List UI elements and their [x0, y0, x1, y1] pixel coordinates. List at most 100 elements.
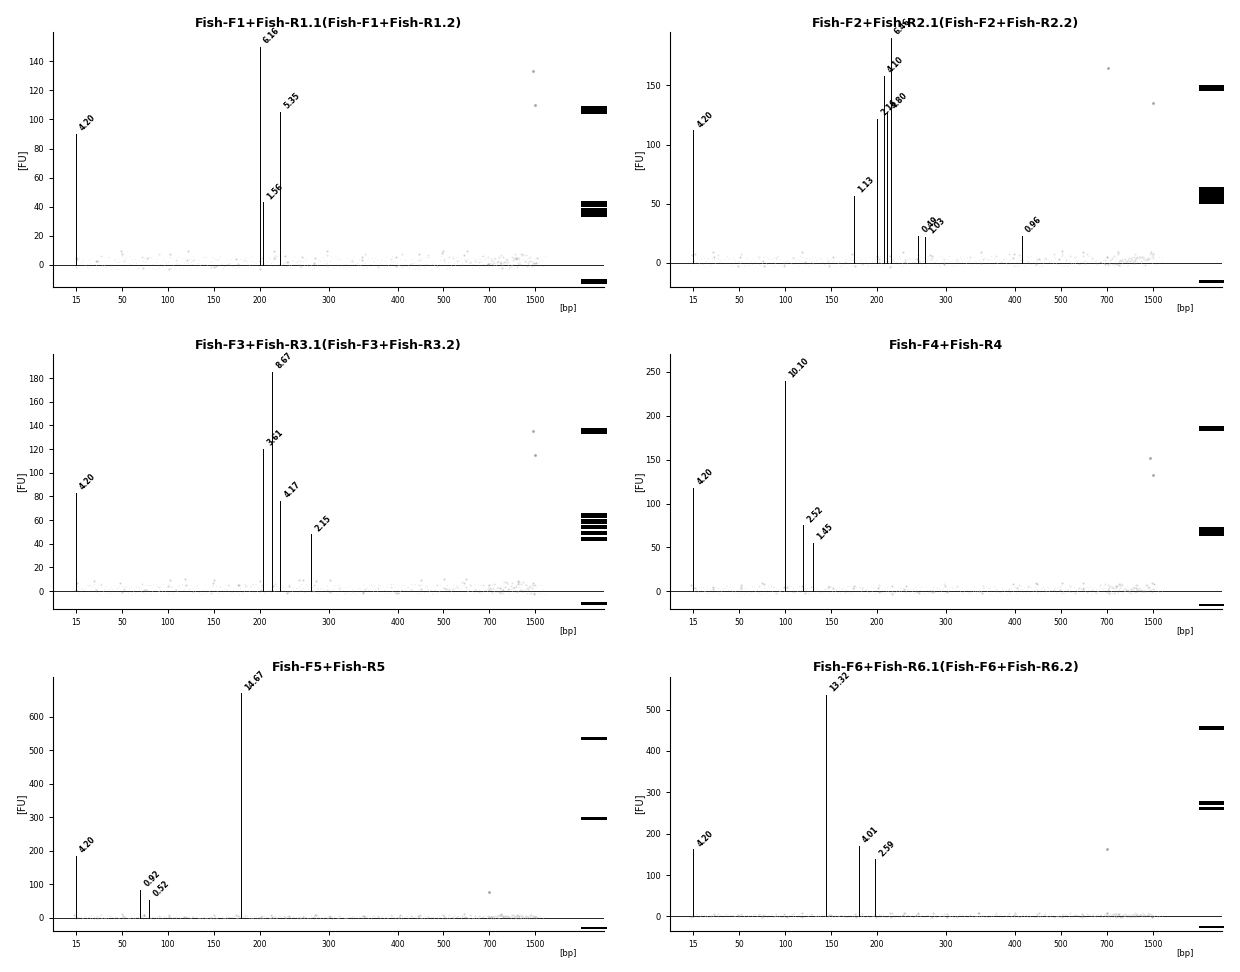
Point	[502, 258, 522, 273]
Point	[258, 909, 278, 924]
Point	[971, 909, 991, 924]
Point	[688, 583, 708, 599]
Point	[826, 259, 846, 274]
Point	[265, 577, 285, 593]
Point	[520, 586, 539, 602]
Point	[314, 909, 334, 924]
Point	[717, 907, 737, 922]
Point	[430, 577, 450, 593]
Point	[191, 910, 211, 925]
Point	[317, 578, 337, 594]
Point	[897, 907, 916, 922]
Point	[394, 259, 414, 274]
Point	[970, 584, 990, 600]
Point	[697, 909, 717, 924]
Point	[107, 254, 126, 269]
Point	[154, 910, 174, 925]
Point	[494, 580, 513, 596]
Point	[730, 581, 750, 597]
Point	[816, 910, 836, 925]
Point	[383, 910, 403, 925]
Point	[394, 582, 414, 598]
Point	[286, 580, 306, 596]
Point	[425, 581, 445, 597]
Point	[74, 582, 94, 598]
Point	[399, 260, 419, 276]
Point	[402, 908, 422, 923]
Point	[489, 910, 508, 925]
Point	[777, 909, 797, 924]
Point	[397, 579, 417, 595]
Point	[486, 909, 506, 924]
Point	[920, 910, 940, 925]
Point	[735, 580, 755, 596]
Point	[267, 579, 286, 595]
Point	[505, 578, 525, 594]
Point	[512, 910, 532, 925]
Point	[187, 910, 207, 925]
Point	[930, 586, 950, 602]
Point	[305, 585, 325, 601]
Point	[1122, 906, 1142, 921]
Point	[339, 585, 358, 601]
Point	[1116, 254, 1136, 269]
Text: 4.10: 4.10	[887, 55, 905, 75]
Point	[169, 908, 188, 923]
Point	[482, 258, 502, 273]
Point	[446, 249, 466, 264]
Point	[467, 910, 487, 925]
Point	[1131, 906, 1151, 921]
Point	[862, 254, 882, 269]
Point	[179, 251, 198, 266]
Point	[159, 249, 179, 264]
Point	[836, 255, 856, 270]
Point	[733, 580, 753, 596]
Point	[1097, 580, 1117, 596]
Point	[422, 256, 441, 271]
Point	[1064, 579, 1084, 595]
Point	[1050, 578, 1070, 594]
Point	[776, 254, 796, 269]
Point	[366, 909, 386, 924]
Point	[427, 257, 446, 272]
Point	[962, 255, 982, 270]
Point	[785, 584, 805, 600]
Point	[315, 585, 335, 601]
Point	[841, 908, 861, 923]
Point	[913, 907, 932, 922]
Point	[534, 249, 554, 264]
Point	[1132, 908, 1152, 923]
Point	[267, 910, 286, 925]
Point	[773, 910, 792, 925]
Point	[909, 250, 929, 265]
Point	[738, 580, 758, 596]
Point	[867, 910, 887, 925]
Point	[977, 251, 997, 266]
Point	[221, 251, 241, 266]
Point	[744, 907, 764, 922]
Point	[800, 906, 820, 921]
Point	[739, 909, 759, 924]
Point	[82, 260, 102, 275]
Point	[828, 908, 848, 923]
Point	[512, 260, 532, 275]
Point	[331, 251, 351, 266]
Point	[1042, 253, 1061, 268]
Point	[1030, 581, 1050, 597]
Point	[484, 258, 503, 273]
Point	[761, 578, 781, 594]
Point	[89, 908, 109, 923]
Point	[970, 257, 990, 272]
Point	[512, 584, 532, 600]
Point	[237, 578, 257, 594]
Point	[95, 577, 115, 593]
Point	[81, 256, 100, 271]
Point	[500, 585, 520, 601]
Point	[182, 908, 202, 923]
Point	[69, 585, 89, 601]
Point	[916, 907, 936, 922]
Point	[717, 248, 737, 263]
Point	[771, 586, 791, 602]
Point	[1011, 253, 1030, 268]
Point	[884, 908, 904, 923]
